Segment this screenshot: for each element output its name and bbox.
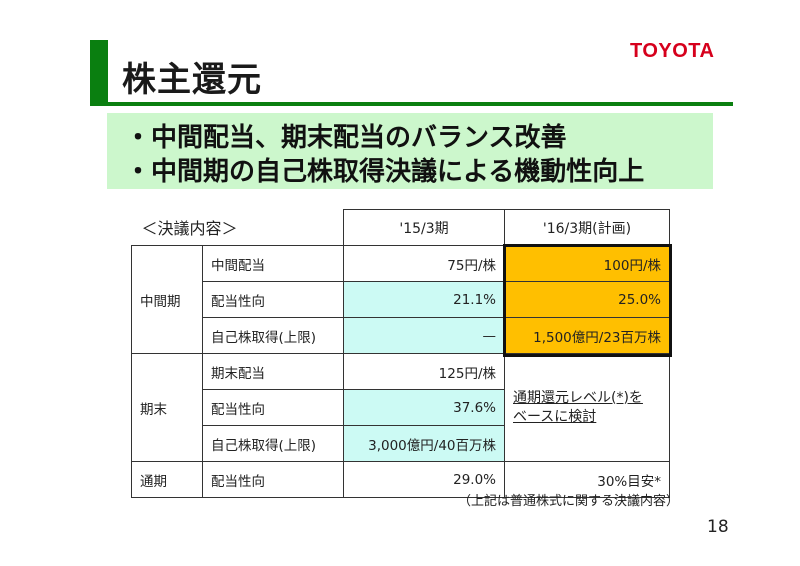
value-fy16: 100円/株: [504, 245, 670, 282]
row-item: 配当性向: [202, 281, 344, 318]
value-fy15: —: [343, 317, 505, 354]
table-row: 自己株取得(上限) 3,000億円/40百万株: [132, 425, 670, 462]
group-label-full-year: 通期: [131, 461, 203, 498]
column-header-fy15: '15/3期: [343, 209, 505, 246]
value-fy15: 3,000億円/40百万株: [343, 425, 505, 462]
table-row: 配当性向 21.1% 25.0%: [132, 281, 670, 318]
fy16-year-end-note: 通期還元レベル(*)を ベースに検討: [504, 353, 670, 462]
summary-box: ・中間配当、期末配当のバランス改善 ・中間期の自己株取得決議による機動性向上: [107, 113, 713, 189]
note-line-2: ベースに検討: [513, 408, 597, 425]
row-item: 配当性向: [202, 461, 344, 498]
summary-point-2: ・中間期の自己株取得決議による機動性向上: [125, 157, 645, 187]
table-row: 自己株取得(上限) — 1,500億円/23百万株: [132, 317, 670, 354]
toyota-logo: TOYOTA: [630, 40, 715, 62]
value-fy15: 75円/株: [343, 245, 505, 282]
table-caption: ＜決議内容＞: [141, 219, 238, 239]
row-item: 中間配当: [202, 245, 344, 282]
title-divider: [90, 102, 733, 106]
value-fy16: 30%目安*: [504, 461, 670, 498]
column-header-fy16: '16/3期(計画): [504, 209, 670, 246]
table-caption-cell: ＜決議内容＞: [131, 209, 344, 246]
table-row: 配当性向 37.6%: [132, 389, 670, 426]
group-label-interim: 中間期: [131, 245, 203, 354]
value-fy16: 1,500億円/23百万株: [504, 317, 670, 354]
value-fy15: 37.6%: [343, 389, 505, 426]
value-fy16: 25.0%: [504, 281, 670, 318]
resolution-table: ＜決議内容＞ '15/3期 '16/3期(計画) 中間期 中間配当 75円/株 …: [131, 209, 670, 498]
table-row: 中間期 中間配当 75円/株 100円/株: [131, 245, 670, 354]
table-row: 通期 配当性向 29.0% 30%目安*: [131, 461, 670, 498]
page-number: 18: [707, 517, 729, 537]
footnote: （上記は普通株式に関する決議内容）: [458, 494, 680, 509]
row-item: 自己株取得(上限): [202, 317, 344, 354]
value-fy15: 125円/株: [343, 353, 505, 390]
title-accent-bar: [90, 40, 108, 104]
row-item: 期末配当: [202, 353, 344, 390]
row-item: 自己株取得(上限): [202, 425, 344, 462]
note-line-1: 通期還元レベル(*)を: [513, 389, 643, 406]
group-label-year-end: 期末: [131, 353, 203, 462]
value-fy15: 21.1%: [343, 281, 505, 318]
value-fy15: 29.0%: [343, 461, 505, 498]
table-header-row: ＜決議内容＞ '15/3期 '16/3期(計画): [131, 209, 670, 246]
row-item: 配当性向: [202, 389, 344, 426]
table-row: 期末 期末配当 125円/株 通期還元レベル(*)を ベースに検討: [131, 353, 670, 462]
summary-point-1: ・中間配当、期末配当のバランス改善: [125, 123, 567, 153]
page-title: 株主還元: [122, 60, 262, 100]
